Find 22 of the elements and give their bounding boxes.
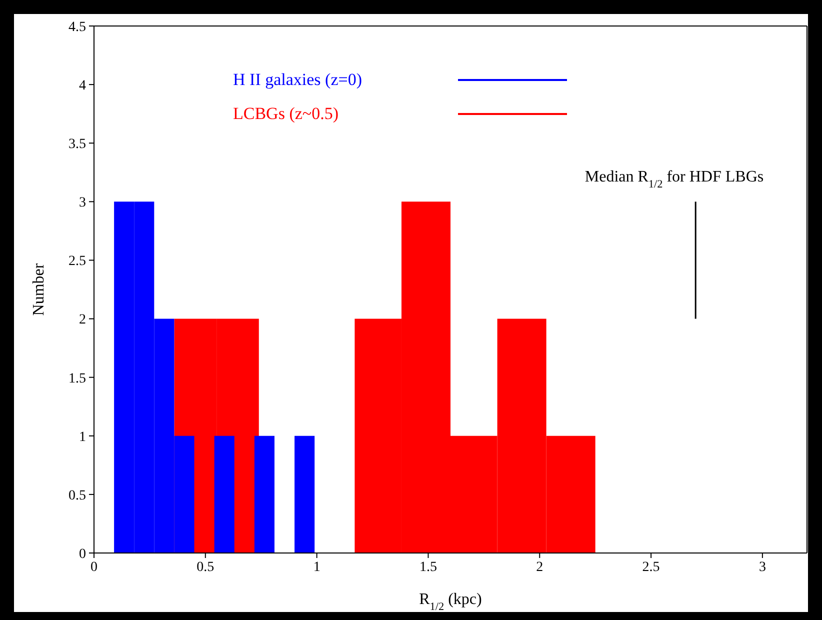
annotation: Median R$_{1/2}$ for HDF LBGs — [584, 168, 764, 191]
y-tick-label: 2.5 — [68, 254, 86, 270]
x-tick-label: 3 — [758, 560, 766, 575]
x-tick-label: 2 — [536, 560, 544, 575]
text: H II galaxies (z=0) — [233, 70, 364, 90]
y-tick-label: 1.5 — [68, 371, 86, 386]
y-tick-label: 1 — [79, 430, 86, 445]
y-tick-label: 4.5 — [68, 20, 86, 35]
x-axis-title: R$_{1/2}$ (kpc) — [419, 591, 482, 613]
text: LCBGs (z~0.5) — [233, 104, 340, 124]
y-tick-label: 4 — [79, 78, 86, 94]
y-tick-label: 0 — [79, 546, 86, 562]
x-tick-label: 1 — [313, 560, 320, 575]
x-tick-label: 0 — [90, 560, 98, 575]
y-axis-title: Number — [30, 262, 48, 316]
x-tick-label: 1.5 — [419, 560, 437, 575]
x-tick-label: 0.5 — [196, 560, 214, 575]
x-tick-label: 2.5 — [642, 560, 660, 575]
y-tick-label: 3 — [79, 196, 86, 211]
y-tick-label: 3.5 — [68, 137, 86, 152]
y-tick-label: 2 — [79, 312, 86, 328]
y-tick-label: 0.5 — [68, 488, 86, 504]
